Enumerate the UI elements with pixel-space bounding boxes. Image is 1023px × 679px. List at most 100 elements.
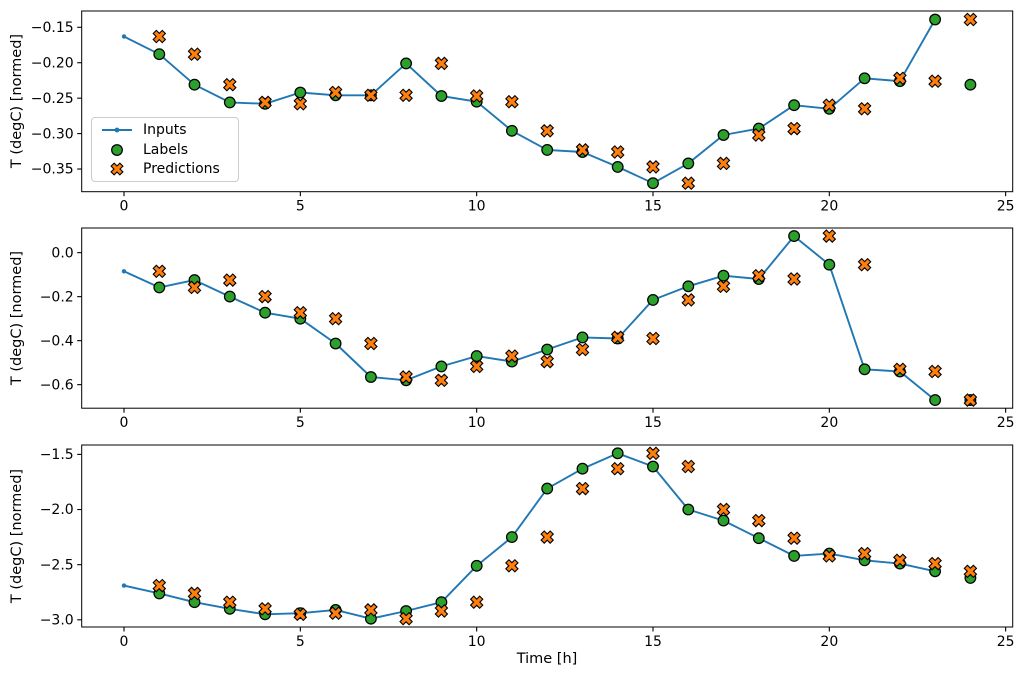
prediction-marker <box>187 280 202 295</box>
prediction-marker <box>928 74 942 89</box>
y-tick-label: −3.0 <box>40 613 74 629</box>
label-marker <box>435 90 448 102</box>
prediction-marker <box>222 273 237 287</box>
label-marker <box>294 86 307 99</box>
legend-item-labels: Labels <box>100 140 230 160</box>
inputs-line <box>123 235 937 402</box>
label-marker <box>153 281 166 294</box>
label-marker <box>611 447 624 460</box>
prediction-marker <box>963 393 978 407</box>
prediction-marker <box>469 359 484 374</box>
label-marker <box>752 532 765 545</box>
prediction-marker <box>751 128 766 142</box>
prediction-marker <box>822 98 837 113</box>
prediction-marker <box>610 145 625 159</box>
prediction-marker <box>822 549 837 563</box>
label-marker <box>541 343 554 356</box>
prediction-marker <box>575 143 590 157</box>
label-marker <box>647 460 659 473</box>
prediction-marker <box>540 123 555 138</box>
prediction-marker <box>293 96 308 111</box>
prediction-marker <box>822 229 837 243</box>
label-marker <box>717 269 730 282</box>
y-tick-label: −0.30 <box>31 126 74 142</box>
prediction-marker <box>364 336 378 351</box>
subplot-2: 0 5 10 15 20 25 0.0 −0.2 −0.4 −0.6 <box>40 227 1015 431</box>
label-marker <box>400 57 413 70</box>
y-tick-label: −2.0 <box>40 502 74 518</box>
prediction-marker <box>187 586 202 601</box>
x-tick-label: 20 <box>820 634 838 650</box>
prediction-marker <box>787 531 801 546</box>
subplot-3: 0 5 10 15 20 25 −1.5 −2.0 −2.5 −3.0 <box>40 444 1015 650</box>
x-tick-label: 25 <box>997 199 1015 215</box>
label-marker <box>682 280 695 293</box>
label-marker <box>788 549 801 562</box>
prediction-marker <box>893 71 907 86</box>
legend-item-predictions: Predictions <box>100 159 230 179</box>
label-marker <box>541 482 554 495</box>
prediction-marker <box>293 607 308 622</box>
prediction-marker <box>963 564 978 579</box>
y-tick-label: −0.25 <box>31 91 74 107</box>
label-marker <box>858 363 871 376</box>
y-tick-label: −2.5 <box>40 557 74 573</box>
prediction-marker <box>681 459 696 474</box>
inputs-line <box>123 452 937 620</box>
legend: Inputs Labels Predictions <box>91 117 239 182</box>
legend-item-inputs: Inputs <box>100 120 230 140</box>
prediction-marker <box>469 89 484 103</box>
prediction-marker <box>399 370 413 384</box>
ylabel-subplot-1: T (degC) [normed] <box>9 33 25 169</box>
label-marker <box>505 531 518 544</box>
x-tick-label: 5 <box>296 199 305 215</box>
prediction-marker <box>364 88 378 103</box>
label-marker <box>858 72 871 85</box>
x-tick-label: 0 <box>120 415 129 431</box>
prediction-marker <box>505 94 519 109</box>
prediction-marker <box>258 601 272 616</box>
legend-item-label: Inputs <box>143 121 187 138</box>
x-tick-label: 5 <box>296 415 305 431</box>
prediction-marker <box>399 611 413 626</box>
prediction-marker <box>399 88 413 103</box>
x-tick-label: 0 <box>120 634 129 650</box>
input-point <box>121 583 127 588</box>
prediction-marker <box>328 85 343 100</box>
prediction-marker <box>716 502 731 517</box>
inputs-line-icon <box>102 127 132 133</box>
ylabel-subplot-2: T (degC) [normed] <box>9 250 25 386</box>
x-tick-label: 15 <box>644 415 662 431</box>
label-marker <box>611 160 624 173</box>
prediction-marker <box>963 12 978 27</box>
axes-frame <box>81 10 1014 193</box>
legend-item-label: Predictions <box>143 161 220 178</box>
label-marker <box>647 177 659 190</box>
y-tick-label: −0.20 <box>31 55 74 71</box>
x-tick-label: 10 <box>468 199 486 215</box>
y-tick-label: −0.6 <box>40 377 74 393</box>
x-tick-label: 25 <box>997 415 1015 431</box>
prediction-marker <box>434 56 449 71</box>
prediction-marker <box>187 47 202 62</box>
x-tick-label: 20 <box>820 199 838 215</box>
prediction-marker <box>222 595 237 610</box>
label-marker <box>788 230 801 243</box>
prediction-marker <box>646 446 660 461</box>
prediction-marker <box>787 272 801 286</box>
y-tick-label: −1.5 <box>40 447 74 463</box>
x-tick-label: 15 <box>644 199 662 215</box>
y-tick-label: −0.4 <box>40 333 74 349</box>
label-marker <box>364 371 377 383</box>
label-marker <box>223 290 236 303</box>
label-marker <box>153 48 166 61</box>
prediction-marker <box>152 29 167 44</box>
y-tick-label: −0.15 <box>31 20 74 36</box>
input-point <box>121 269 127 274</box>
label-marker <box>788 99 801 112</box>
prediction-marker <box>258 95 272 110</box>
label-marker <box>188 78 201 91</box>
inputs-line <box>123 18 937 185</box>
prediction-marker <box>434 604 449 618</box>
